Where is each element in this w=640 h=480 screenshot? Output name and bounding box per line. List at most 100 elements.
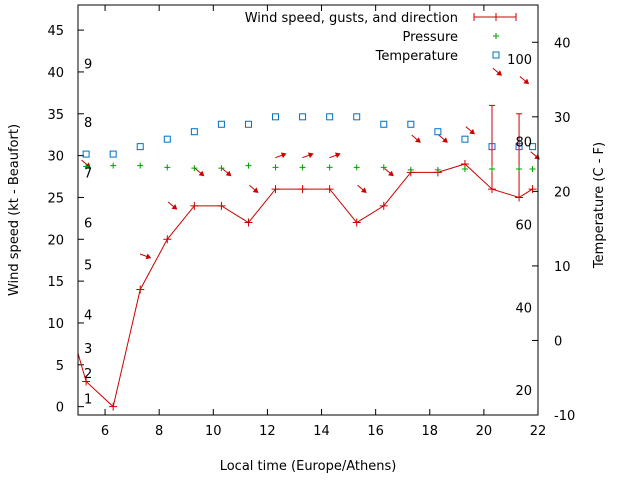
temperature-point xyxy=(434,128,442,136)
x-tick-label: 12 xyxy=(259,424,276,439)
temperature-point xyxy=(163,135,171,143)
legend-marker xyxy=(493,33,499,39)
wind-direction-arrow xyxy=(275,152,287,159)
y-axis-left-title: Wind speed (kt - Beaufort) xyxy=(7,124,22,296)
pressure-point xyxy=(489,166,495,172)
beaufort-label: 7 xyxy=(84,166,92,181)
pressure-point xyxy=(191,165,198,172)
y-left-tick-label: 15 xyxy=(47,275,64,290)
pressure-point xyxy=(380,164,387,171)
pressure-point xyxy=(326,164,333,171)
arrow-head xyxy=(415,137,421,143)
temperature-point xyxy=(190,128,198,136)
temperature-point xyxy=(407,120,415,128)
wind-direction-arrow xyxy=(167,201,178,210)
beaufort-label: 9 xyxy=(84,58,92,73)
legend-marker xyxy=(492,13,500,21)
temperature-point xyxy=(244,120,252,128)
wind-direction-arrow xyxy=(139,253,152,260)
x-tick-label: 10 xyxy=(205,424,222,439)
wind-speed-point xyxy=(298,185,307,194)
pressure-point xyxy=(516,166,523,172)
wind-direction-arrow xyxy=(302,152,314,159)
temperature-point xyxy=(488,143,496,151)
pressure-point xyxy=(407,166,414,173)
legend: Wind speed, gusts, and direction Pressure… xyxy=(245,11,517,64)
arrow-head xyxy=(388,170,394,177)
wind-speed-line xyxy=(78,163,533,408)
pressure-point xyxy=(529,166,536,172)
fahrenheit-label: 80 xyxy=(515,136,532,151)
wind-direction-arrow xyxy=(329,152,341,159)
fahrenheit-label: 20 xyxy=(515,384,532,399)
temperature-point xyxy=(353,113,361,121)
plot-frame xyxy=(77,4,539,416)
temperature-point xyxy=(529,143,537,151)
wind-direction-arrow xyxy=(357,184,367,193)
y-axis-right-title: Temperature (C - F) xyxy=(592,142,607,269)
x-tick-label: 8 xyxy=(155,424,163,439)
temperature-point xyxy=(299,113,307,121)
temperature-point xyxy=(82,150,90,158)
legend-label: Wind speed, gusts, and direction xyxy=(245,11,458,26)
wind-speed-point xyxy=(82,377,91,386)
wind-speed-point xyxy=(352,218,361,227)
arrow-head xyxy=(442,137,448,143)
x-tick-label: 22 xyxy=(530,424,547,439)
y-right-tick-label: 0 xyxy=(554,334,562,349)
temperature-point xyxy=(217,120,225,128)
pressure-point xyxy=(245,162,252,169)
arrow-head xyxy=(469,128,475,135)
wind-speed-point xyxy=(379,201,388,210)
pressure-point xyxy=(353,164,360,171)
y-left-tick-label: 20 xyxy=(47,233,64,248)
pressure-point xyxy=(272,164,279,171)
pressure-point xyxy=(299,164,306,171)
arrow-head xyxy=(496,70,503,76)
wind-speed-point xyxy=(136,285,145,294)
arrow-head xyxy=(252,187,259,193)
beaufort-label: 5 xyxy=(84,258,92,273)
beaufort-label: 8 xyxy=(84,116,92,131)
pressure-point xyxy=(83,163,90,170)
y-right-tick-label: -10 xyxy=(554,409,575,424)
y-right-tick-label: 30 xyxy=(554,111,571,126)
wind-direction-arrow xyxy=(221,168,232,177)
wind-direction-arrow xyxy=(194,168,205,177)
wind-speed-point xyxy=(217,201,226,210)
axis-ticks xyxy=(78,5,539,416)
wind-direction-arrow xyxy=(492,67,503,76)
beaufort-label: 3 xyxy=(84,342,92,357)
wind-direction-arrow xyxy=(248,184,259,193)
temperature-point xyxy=(461,135,469,143)
fahrenheit-label: 60 xyxy=(515,218,532,233)
series-layer xyxy=(78,67,540,411)
x-tick-label: 20 xyxy=(476,424,493,439)
x-tick-label: 6 xyxy=(101,424,109,439)
wind-speed-point xyxy=(528,185,537,194)
wind-direction-arrow xyxy=(530,151,540,160)
arrow-head xyxy=(334,152,341,159)
pressure-point xyxy=(461,166,468,172)
wind-speed-point xyxy=(325,185,334,194)
y-left-tick-label: 35 xyxy=(47,108,64,123)
legend-marker xyxy=(492,51,500,59)
x-axis-title: Local time (Europe/Athens) xyxy=(220,459,397,474)
beaufort-label: 1 xyxy=(84,392,92,407)
y-left-tick-label: 40 xyxy=(47,66,64,81)
arrow-head xyxy=(523,78,530,85)
y-left-tick-label: 25 xyxy=(47,191,64,206)
y-right-tick-label: 40 xyxy=(554,36,571,51)
wind-direction-arrow xyxy=(411,134,421,143)
arrow-head xyxy=(171,204,178,210)
pressure-point xyxy=(434,166,441,173)
y-right-tick-label: 20 xyxy=(554,185,571,200)
arrow-head xyxy=(198,170,205,177)
legend-label: Temperature xyxy=(375,49,458,64)
arrow-head xyxy=(225,170,232,177)
wind-speed-point xyxy=(244,218,253,227)
wind-speed-point xyxy=(109,402,118,411)
y-left-tick-label: 5 xyxy=(56,359,64,374)
arrow-head xyxy=(307,152,314,159)
legend-label: Pressure xyxy=(402,30,458,45)
